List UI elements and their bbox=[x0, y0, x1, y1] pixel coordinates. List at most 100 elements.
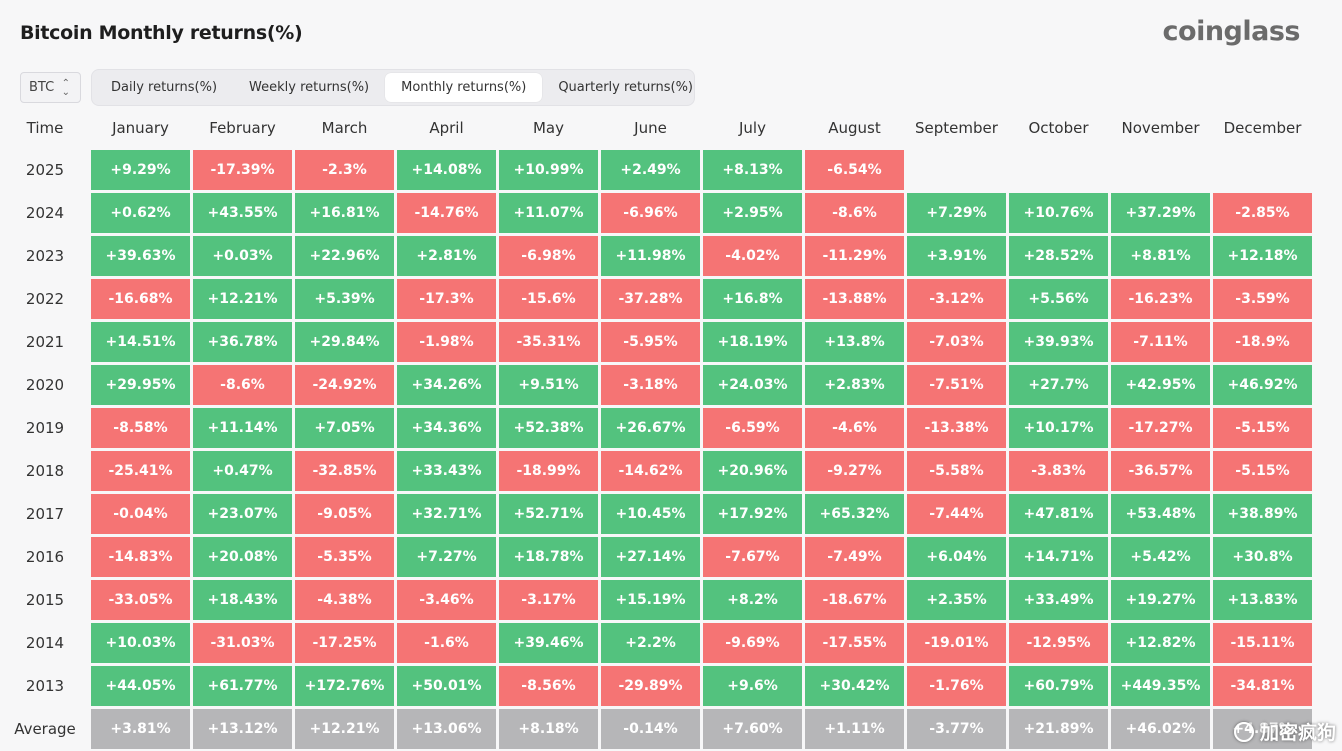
return-cell: +65.32% bbox=[805, 494, 904, 534]
return-cell: +172.76% bbox=[295, 666, 394, 706]
return-cell: +16.8% bbox=[703, 279, 802, 319]
return-cell: +28.52% bbox=[1009, 236, 1108, 276]
return-cell: +12.82% bbox=[1111, 623, 1210, 663]
column-header-november: November bbox=[1121, 119, 1200, 137]
return-cell: +6.04% bbox=[907, 537, 1006, 577]
return-cell: -7.49% bbox=[805, 537, 904, 577]
return-cell: +5.39% bbox=[295, 279, 394, 319]
return-cell: +30.8% bbox=[1213, 537, 1312, 577]
return-cell: +2.81% bbox=[397, 236, 496, 276]
returns-tabs: Daily returns(%) Weekly returns(%) Monthly… bbox=[91, 69, 695, 106]
return-cell: +0.62% bbox=[91, 193, 190, 233]
return-cell: -2.85% bbox=[1213, 193, 1312, 233]
column-header-january: January bbox=[112, 119, 169, 137]
column-header-march: March bbox=[321, 119, 368, 137]
return-cell: +60.79% bbox=[1009, 666, 1108, 706]
return-cell: +7.29% bbox=[907, 193, 1006, 233]
column-header-september: September bbox=[915, 119, 998, 137]
row-label-2021: 2021 bbox=[25, 333, 65, 351]
return-cell: +2.35% bbox=[907, 580, 1006, 620]
average-cell: +3.81% bbox=[91, 709, 190, 749]
return-cell: -19.01% bbox=[907, 623, 1006, 663]
return-cell: -1.6% bbox=[397, 623, 496, 663]
return-cell: +43.55% bbox=[193, 193, 292, 233]
return-cell: +3.91% bbox=[907, 236, 1006, 276]
return-cell: +61.77% bbox=[193, 666, 292, 706]
return-cell: -17.27% bbox=[1111, 408, 1210, 448]
return-cell: +5.42% bbox=[1111, 537, 1210, 577]
return-cell: +2.83% bbox=[805, 365, 904, 405]
return-cell: +12.18% bbox=[1213, 236, 1312, 276]
row-label-2023: 2023 bbox=[25, 247, 65, 265]
return-cell: +26.67% bbox=[601, 408, 700, 448]
return-cell: +9.51% bbox=[499, 365, 598, 405]
return-cell: -32.85% bbox=[295, 451, 394, 491]
return-cell: +36.78% bbox=[193, 322, 292, 362]
return-cell: -36.57% bbox=[1111, 451, 1210, 491]
return-cell: +23.07% bbox=[193, 494, 292, 534]
return-cell: -7.44% bbox=[907, 494, 1006, 534]
row-label-2024: 2024 bbox=[25, 204, 65, 222]
return-cell: +15.19% bbox=[601, 580, 700, 620]
return-cell: -2.3% bbox=[295, 150, 394, 190]
return-cell: +52.38% bbox=[499, 408, 598, 448]
return-cell: +44.05% bbox=[91, 666, 190, 706]
return-cell: -14.76% bbox=[397, 193, 496, 233]
average-cell: +13.06% bbox=[397, 709, 496, 749]
average-cell: +1.11% bbox=[805, 709, 904, 749]
return-cell: +8.2% bbox=[703, 580, 802, 620]
watermark: 加密疯狗 bbox=[1233, 718, 1336, 745]
average-cell: +46.02% bbox=[1111, 709, 1210, 749]
average-cell: -3.77% bbox=[907, 709, 1006, 749]
page-title: Bitcoin Monthly returns(%) bbox=[20, 22, 303, 44]
return-cell: +33.43% bbox=[397, 451, 496, 491]
coin-select[interactable]: BTC ⌃ ⌄ bbox=[20, 72, 81, 103]
coin-select-value: BTC bbox=[29, 80, 55, 95]
return-cell: +0.03% bbox=[193, 236, 292, 276]
return-cell: -35.31% bbox=[499, 322, 598, 362]
return-cell: -14.62% bbox=[601, 451, 700, 491]
return-cell: -37.28% bbox=[601, 279, 700, 319]
return-cell: +13.8% bbox=[805, 322, 904, 362]
tab-quarterly-returns[interactable]: Quarterly returns(%) bbox=[558, 80, 694, 95]
return-cell: +10.17% bbox=[1009, 408, 1108, 448]
return-cell: -3.17% bbox=[499, 580, 598, 620]
return-cell: -33.05% bbox=[91, 580, 190, 620]
tab-monthly-returns[interactable]: Monthly returns(%) bbox=[385, 73, 543, 102]
tab-weekly-returns[interactable]: Weekly returns(%) bbox=[249, 80, 370, 95]
return-cell: +2.49% bbox=[601, 150, 700, 190]
return-cell: -8.58% bbox=[91, 408, 190, 448]
return-cell: -17.25% bbox=[295, 623, 394, 663]
return-cell: +29.84% bbox=[295, 322, 394, 362]
return-cell: +38.89% bbox=[1213, 494, 1312, 534]
return-cell: +16.81% bbox=[295, 193, 394, 233]
tab-daily-returns[interactable]: Daily returns(%) bbox=[111, 80, 218, 95]
return-cell: +14.51% bbox=[91, 322, 190, 362]
return-cell: -5.15% bbox=[1213, 408, 1312, 448]
return-cell: +18.19% bbox=[703, 322, 802, 362]
return-cell: +12.21% bbox=[193, 279, 292, 319]
row-label-2013: 2013 bbox=[25, 677, 65, 695]
return-cell: -3.12% bbox=[907, 279, 1006, 319]
return-cell: +449.35% bbox=[1111, 666, 1210, 706]
return-cell: -17.55% bbox=[805, 623, 904, 663]
return-cell: -15.11% bbox=[1213, 623, 1312, 663]
return-cell: +18.78% bbox=[499, 537, 598, 577]
column-header-april: April bbox=[429, 119, 464, 137]
row-label-2017: 2017 bbox=[25, 505, 65, 523]
return-cell: -7.67% bbox=[703, 537, 802, 577]
average-cell: +7.60% bbox=[703, 709, 802, 749]
return-cell: -4.02% bbox=[703, 236, 802, 276]
return-cell: -0.04% bbox=[91, 494, 190, 534]
return-cell: -9.27% bbox=[805, 451, 904, 491]
return-cell: -4.6% bbox=[805, 408, 904, 448]
return-cell: +46.92% bbox=[1213, 365, 1312, 405]
return-cell: +29.95% bbox=[91, 365, 190, 405]
return-cell: -24.92% bbox=[295, 365, 394, 405]
return-cell: +7.05% bbox=[295, 408, 394, 448]
return-cell: +7.27% bbox=[397, 537, 496, 577]
return-cell: +10.99% bbox=[499, 150, 598, 190]
average-cell: -0.14% bbox=[601, 709, 700, 749]
return-cell: -16.68% bbox=[91, 279, 190, 319]
return-cell: -18.9% bbox=[1213, 322, 1312, 362]
